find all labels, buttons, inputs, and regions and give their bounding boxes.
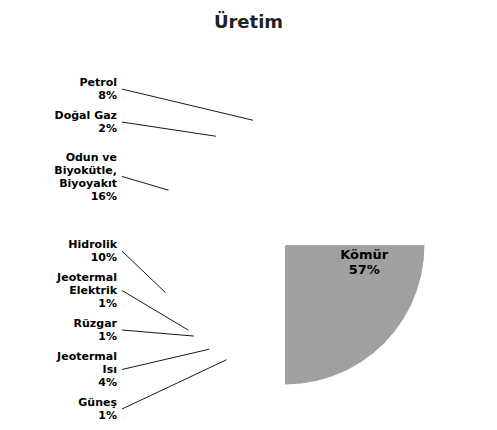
data-label: 1% — [98, 409, 117, 422]
data-label: 10% — [91, 251, 117, 264]
data-label: Jeotermal — [56, 350, 117, 363]
data-label: Odun ve — [66, 151, 117, 164]
pie — [285, 245, 425, 385]
leader-line — [122, 251, 165, 292]
data-label: 4% — [98, 376, 117, 389]
data-label: Biyokütle, — [54, 164, 117, 177]
pie-slice — [285, 245, 425, 385]
data-label: Doğal Gaz — [55, 109, 117, 122]
chart: Üretim Kömür57% Petrol8% Doğal Gaz2% Odun ve… — [0, 0, 497, 430]
data-label: 2% — [98, 122, 117, 135]
leader-line — [122, 89, 253, 120]
data-label: Rüzgar — [74, 317, 118, 330]
labels: Kömür57% Petrol8% Doğal Gaz2% Odun veBiyokü… — [54, 76, 389, 422]
data-label: Kömür — [340, 247, 389, 262]
data-label: Jeotermal — [56, 271, 117, 284]
data-label: Isı — [103, 363, 117, 376]
chart-title: Üretim — [214, 11, 283, 32]
leader-line — [122, 291, 188, 331]
data-label: Güneş — [78, 396, 117, 409]
data-label: 1% — [98, 297, 117, 310]
data-label: Petrol — [79, 76, 117, 89]
leader-line — [122, 176, 168, 190]
leader-line — [122, 349, 209, 369]
leader-line — [122, 122, 216, 136]
leader-line — [122, 330, 194, 336]
data-label: Biyoyakıt — [59, 177, 117, 190]
data-label: Hidrolik — [68, 238, 117, 251]
data-label: 57% — [349, 262, 380, 277]
leader-line — [122, 360, 227, 409]
data-label: 16% — [91, 190, 117, 203]
data-label: 1% — [98, 330, 117, 343]
data-label: 8% — [98, 89, 117, 102]
data-label: Elektrik — [69, 284, 118, 297]
